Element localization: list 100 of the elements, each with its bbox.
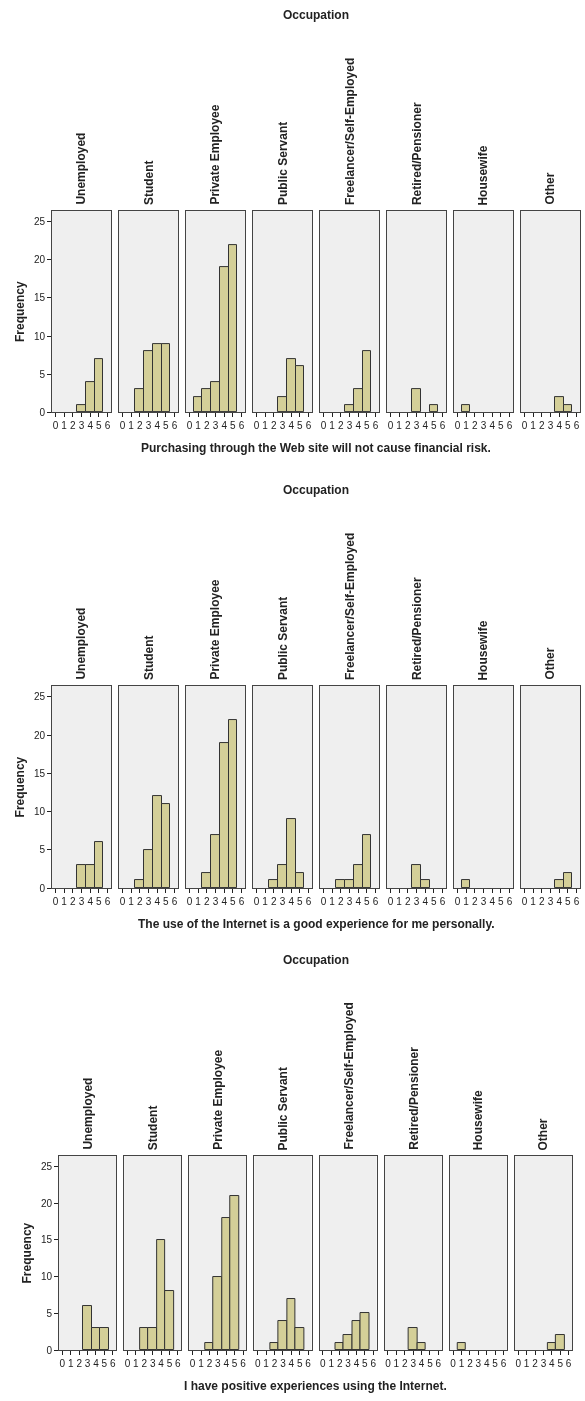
chart-title: Other — [543, 172, 558, 205]
x-tick-label: 1 — [396, 896, 403, 908]
x-tick-label: 1 — [195, 896, 202, 908]
x-tick-label: 4 — [353, 1358, 360, 1370]
text: Occupation — [283, 953, 350, 967]
text: Occupation — [283, 8, 350, 22]
x-tick-label: 6 — [305, 896, 312, 908]
x-tick-label: 5 — [163, 896, 170, 908]
x-tick-label: 1 — [67, 1358, 74, 1370]
chart-title: Housewife — [471, 1090, 486, 1151]
x-tick-label: 5 — [427, 1358, 434, 1370]
x-tick-label: 6 — [104, 896, 111, 908]
x-tick-label: 4 — [87, 896, 94, 908]
x-tick-label: 2 — [472, 896, 479, 908]
x-axis-title: The use of the Internet is a good experience for me personally. — [138, 917, 495, 931]
x-tick-label: 5 — [101, 1358, 108, 1370]
x-tick-label: 2 — [271, 896, 278, 908]
x-tick-label: 0 — [515, 1358, 522, 1370]
chart-title: Retired/Pensioner — [409, 577, 424, 681]
x-tick-label: 3 — [475, 1358, 482, 1370]
chart-title: Student — [141, 160, 156, 206]
y-tick-label: 10 — [33, 330, 46, 342]
text: Occupation — [283, 483, 350, 497]
x-tick-label: 0 — [124, 1358, 131, 1370]
x-tick-label: 4 — [422, 896, 429, 908]
x-tick-label: 2 — [402, 1358, 408, 1370]
x-tick-label: 5 — [163, 420, 170, 432]
x-tick-label: 2 — [336, 1358, 343, 1370]
x-tick-label: 1 — [198, 1358, 205, 1370]
x-tick-label: 4 — [154, 420, 161, 432]
chart-title: Public Servant — [275, 596, 290, 681]
x-tick-label: 6 — [565, 1358, 572, 1370]
x-tick-label: 5 — [166, 1358, 173, 1370]
x-tick-label: 0 — [521, 896, 528, 908]
x-tick-label: 2 — [70, 420, 77, 432]
x-tick-label: 0 — [186, 896, 193, 908]
x-axis-title: I have positive experiences using the Internet. — [184, 1379, 447, 1393]
x-tick-label: 3 — [84, 1358, 91, 1370]
x-tick-label: 5 — [296, 1358, 303, 1370]
x-tick-label: 2 — [271, 1358, 278, 1370]
y-tick-label: 0 — [46, 1344, 53, 1356]
x-tick-label: 6 — [372, 420, 379, 432]
x-tick-label: 4 — [158, 1358, 165, 1370]
x-tick-label: 0 — [320, 1358, 327, 1370]
chart-title: Freelancer/Self-Employed — [341, 1002, 356, 1150]
x-tick-label: 2 — [204, 896, 211, 908]
x-tick-label: 3 — [346, 420, 353, 432]
y-tick-label: 0 — [39, 406, 46, 418]
x-tick-label: 6 — [240, 1358, 247, 1370]
x-tick-label: 6 — [500, 1358, 507, 1370]
x-tick-label: 1 — [263, 1358, 270, 1370]
x-tick-label: 3 — [78, 896, 85, 908]
chart-title: Freelancer/Self-Employed — [342, 532, 357, 681]
x-tick-label: 6 — [175, 1358, 182, 1370]
x-tick-label: 3 — [279, 420, 286, 432]
x-tick-label: 3 — [78, 420, 85, 432]
x-tick-label: 4 — [154, 896, 161, 908]
x-tick-label: 1 — [61, 896, 68, 908]
chart-title: Student — [141, 635, 156, 681]
x-tick-label: 0 — [450, 1358, 457, 1370]
y-tick-label: 15 — [33, 292, 46, 304]
x-tick-label: 5 — [492, 1358, 499, 1370]
x-tick-label: 2 — [76, 1358, 83, 1370]
x-tick-label: 5 — [364, 420, 371, 432]
x-tick-label: 3 — [215, 1358, 222, 1370]
x-tick-label: 6 — [305, 1358, 312, 1370]
x-tick-label: 4 — [355, 896, 362, 908]
y-tick-label: 25 — [33, 691, 46, 703]
x-tick-label: 2 — [204, 420, 211, 432]
x-tick-label: 4 — [288, 896, 295, 908]
x-tick-label: 6 — [573, 420, 580, 432]
x-tick-label: 4 — [489, 896, 496, 908]
x-tick-label: 4 — [221, 420, 228, 432]
x-tick-label: 2 — [338, 420, 345, 432]
x-tick-label: 0 — [387, 420, 394, 432]
x-tick-label: 3 — [145, 896, 152, 908]
x-tick-label: 6 — [171, 420, 178, 432]
x-tick-label: 0 — [454, 420, 461, 432]
x-tick-label: 2 — [539, 896, 546, 908]
x-tick-label: 6 — [435, 1358, 442, 1370]
chart-title: Unemployed — [74, 132, 89, 205]
x-tick-label: 1 — [128, 420, 135, 432]
chart-title: Housewife — [476, 620, 491, 681]
x-tick-label: 5 — [565, 420, 572, 432]
x-tick-label: 5 — [96, 420, 103, 432]
x-tick-label: 0 — [521, 420, 528, 432]
x-tick-label: 4 — [288, 1358, 295, 1370]
x-tick-label: 2 — [141, 1358, 148, 1370]
chart-title: Student — [146, 1105, 161, 1151]
x-tick-label: 2 — [539, 420, 546, 432]
x-axis-title: Purchasing through the Web site will not cause financial risk. — [141, 441, 491, 455]
x-tick-label: 1 — [262, 420, 269, 432]
x-tick-label: 5 — [297, 420, 304, 432]
x-tick-label: 1 — [328, 1358, 335, 1370]
x-tick-label: 1 — [329, 896, 336, 908]
x-tick-label: 4 — [288, 420, 295, 432]
x-tick-label: 3 — [145, 420, 152, 432]
x-tick-label: 6 — [109, 1358, 116, 1370]
x-tick-label: 1 — [128, 896, 135, 908]
x-tick-label: 3 — [413, 896, 420, 908]
